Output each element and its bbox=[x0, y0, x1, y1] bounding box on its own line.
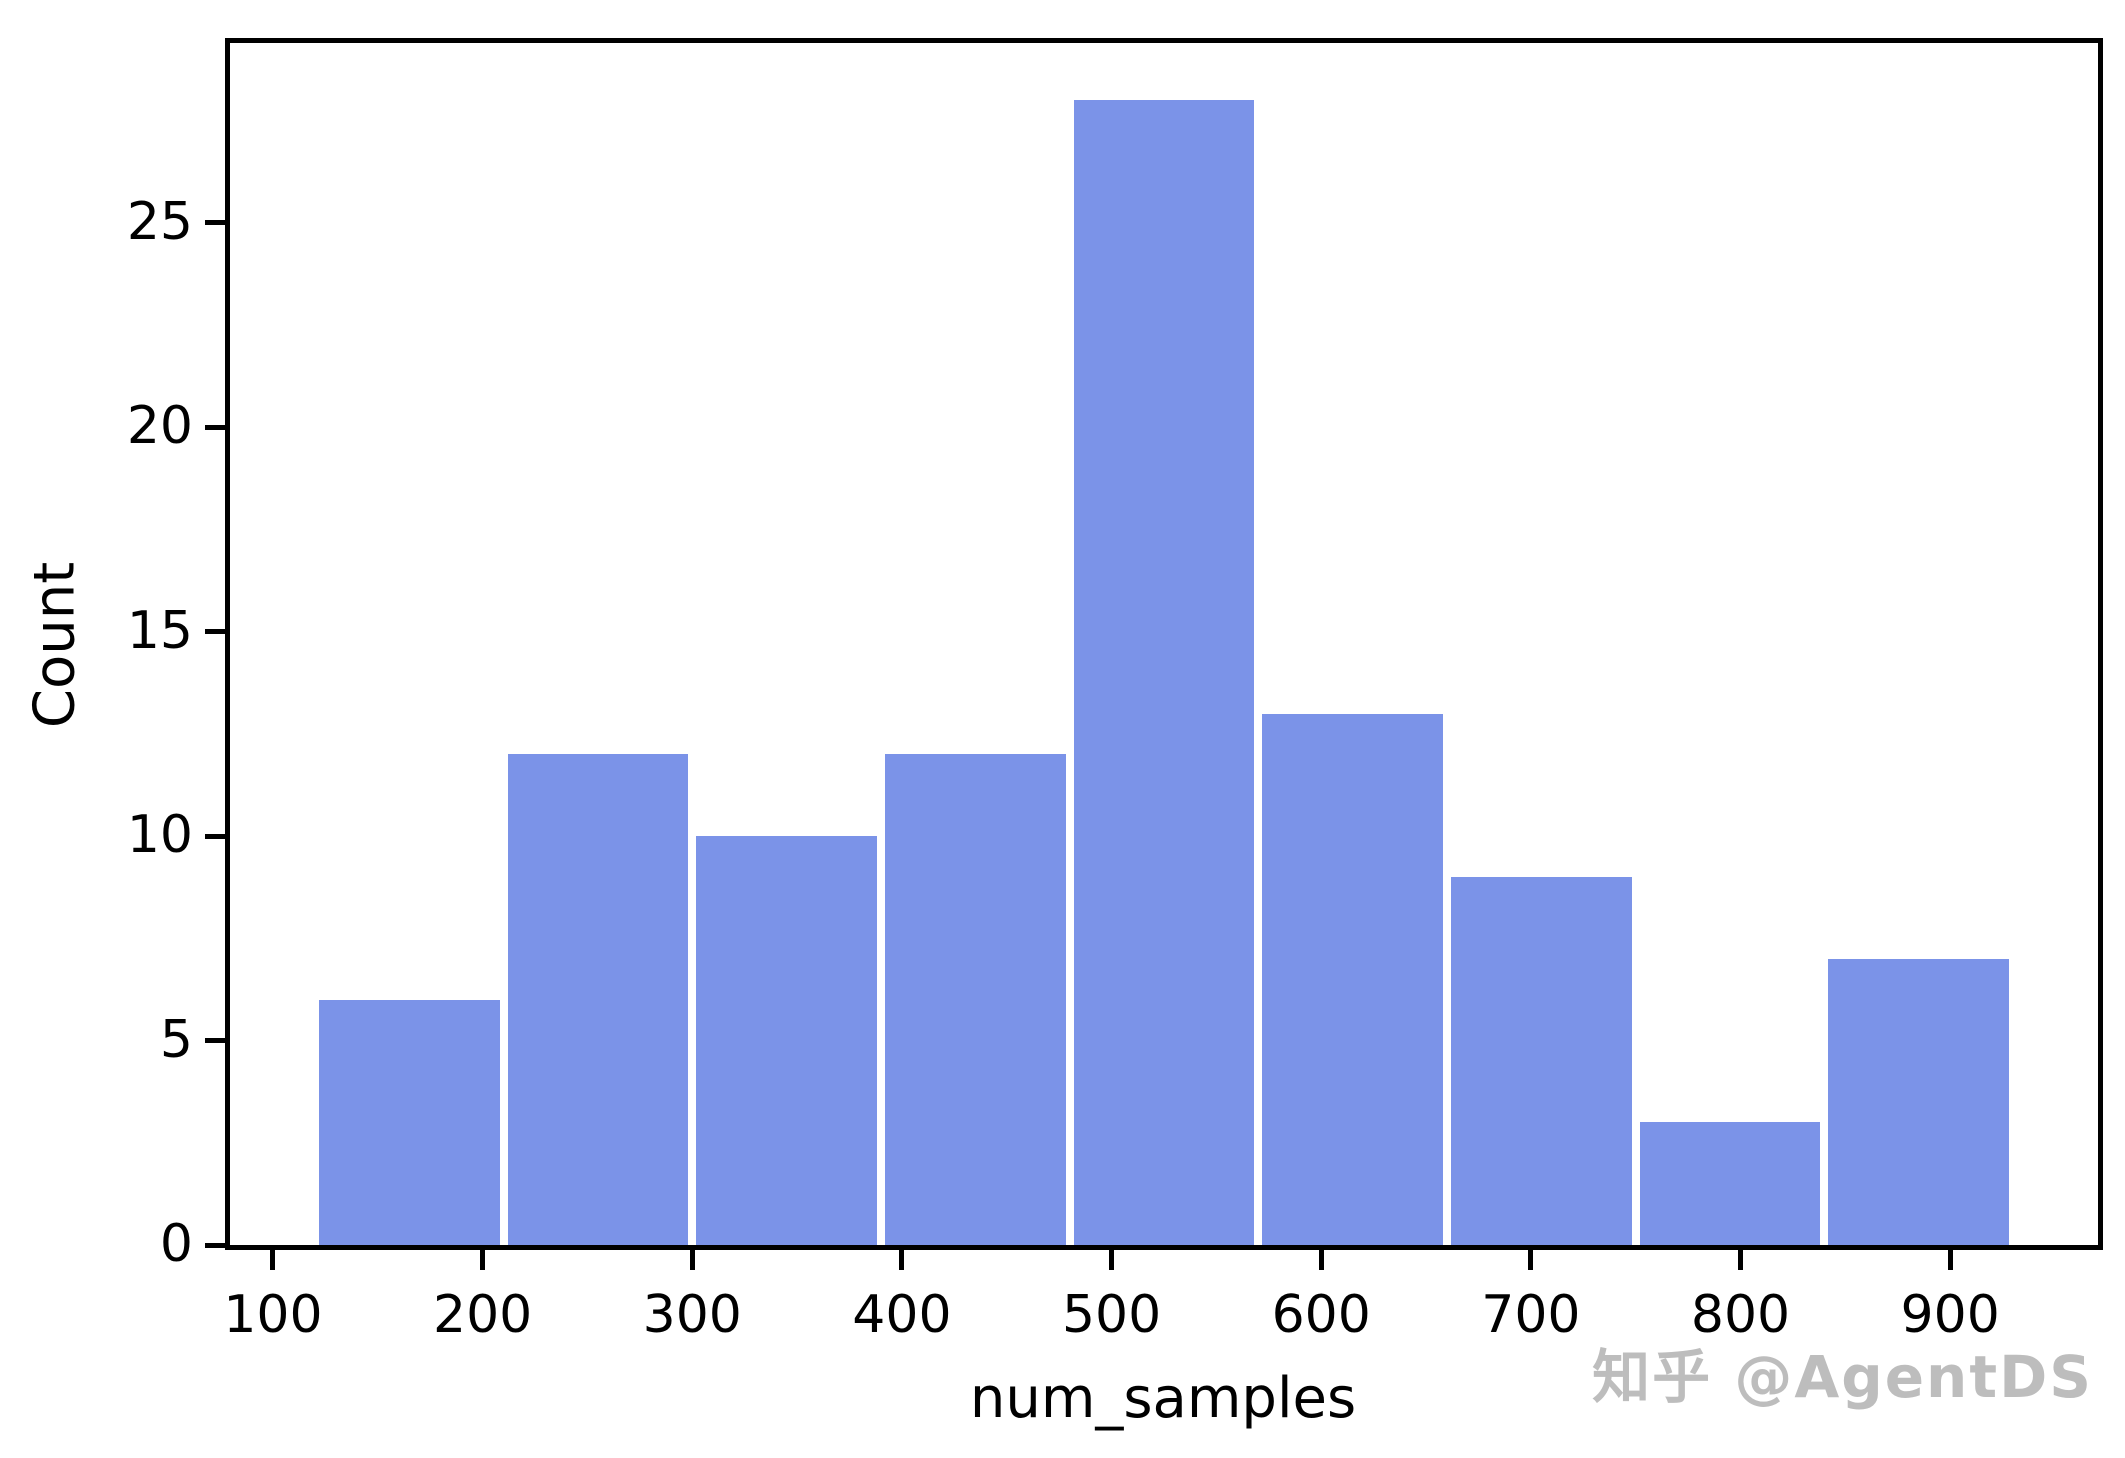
plot-area bbox=[225, 38, 2103, 1250]
x-tick-mark bbox=[1318, 1250, 1324, 1270]
x-axis-ticks: 100 200 300 400 500 600 700 800 900 bbox=[223, 1250, 2098, 1380]
y-axis-ticks: 0 5 10 15 20 25 bbox=[0, 43, 225, 1270]
y-tick-mark bbox=[205, 629, 225, 635]
y-tick-label: 0 bbox=[159, 1214, 193, 1274]
histogram-bar bbox=[884, 754, 1066, 1245]
x-axis-label: num_samples bbox=[969, 1366, 1357, 1431]
histogram-bar bbox=[1639, 1122, 1821, 1245]
y-tick-label: 15 bbox=[126, 600, 193, 661]
x-tick-label: 900 bbox=[1900, 1285, 2000, 1345]
x-tick-mark bbox=[1528, 1250, 1534, 1270]
y-tick-mark bbox=[205, 1242, 225, 1248]
bars-container bbox=[230, 43, 2098, 1245]
x-tick-mark bbox=[1738, 1250, 1744, 1270]
x-tick-mark bbox=[899, 1250, 905, 1270]
x-tick-label: 700 bbox=[1481, 1285, 1581, 1345]
histogram-bar bbox=[507, 754, 689, 1245]
x-tick-mark bbox=[1109, 1250, 1115, 1270]
histogram-bar bbox=[1262, 713, 1443, 1245]
x-tick-label: 800 bbox=[1690, 1285, 1791, 1345]
x-tick-mark bbox=[480, 1250, 486, 1270]
histogram-bar bbox=[1828, 958, 2010, 1245]
x-tick-label: 100 bbox=[223, 1285, 323, 1345]
histogram-bar bbox=[1451, 877, 1632, 1245]
histogram-bar bbox=[1073, 100, 1255, 1245]
y-tick-label: 20 bbox=[126, 396, 193, 457]
y-tick-mark bbox=[205, 833, 225, 839]
y-tick-mark bbox=[205, 424, 225, 430]
watermark: 知乎 @AgentDS bbox=[1592, 1343, 2093, 1411]
y-axis-label: Count bbox=[22, 561, 88, 729]
y-tick-mark bbox=[205, 1038, 225, 1044]
x-tick-label: 600 bbox=[1271, 1285, 1371, 1345]
y-tick-mark bbox=[205, 220, 225, 226]
x-tick-mark bbox=[689, 1250, 695, 1270]
x-tick-label: 500 bbox=[1061, 1285, 1162, 1345]
x-tick-mark bbox=[270, 1250, 276, 1270]
y-tick-label: 10 bbox=[126, 805, 193, 866]
histogram-bar bbox=[696, 836, 877, 1245]
histogram-bar bbox=[318, 999, 500, 1245]
y-tick-label: 25 bbox=[126, 191, 193, 252]
y-tick-label: 5 bbox=[159, 1009, 193, 1070]
x-tick-label: 300 bbox=[642, 1285, 742, 1345]
x-tick-label: 200 bbox=[432, 1285, 533, 1345]
x-tick-mark bbox=[1947, 1250, 1953, 1270]
x-tick-label: 400 bbox=[852, 1285, 952, 1345]
